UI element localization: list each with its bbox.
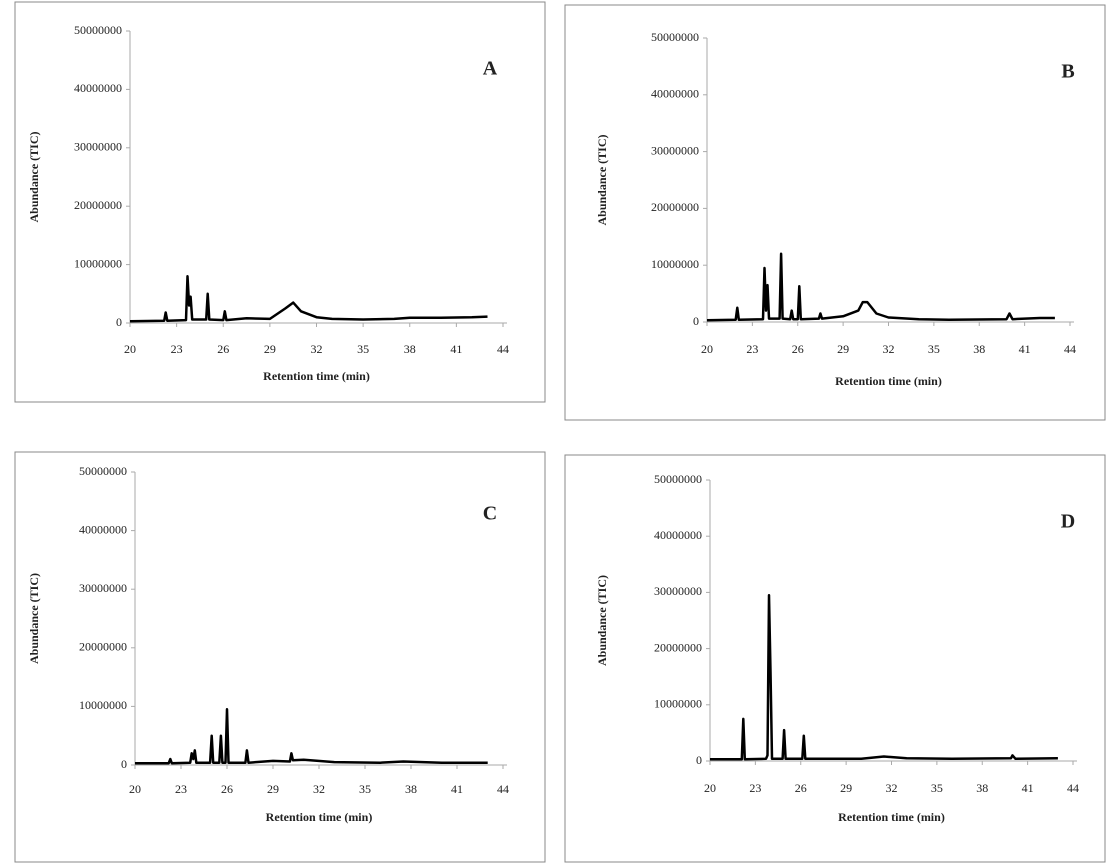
x-tick-label: 20 [124,342,136,356]
x-axis-title: Retention time (min) [263,369,370,383]
x-tick-label: 38 [405,782,417,796]
x-tick-label: 44 [1067,781,1079,795]
x-tick-label: 23 [171,342,183,356]
x-tick-label: 38 [404,342,416,356]
chromatogram-line [710,593,1058,761]
chromatogram-line [706,252,1055,322]
x-tick-label: 26 [221,782,233,796]
y-tick-label: 10000000 [79,698,127,712]
y-tick-label: 30000000 [74,140,122,154]
x-tick-label: 35 [931,781,943,795]
y-axis-title: Abundance (TIC) [27,131,41,222]
y-tick-label: 30000000 [79,581,127,595]
x-tick-label: 20 [129,782,141,796]
y-tick-label: 40000000 [74,81,122,95]
panel-label: C [483,503,497,525]
y-tick-label: 40000000 [79,522,127,536]
x-tick-label: 32 [886,781,898,795]
x-tick-label: 23 [746,342,758,356]
y-tick-label: 20000000 [651,200,699,214]
y-tick-label: 30000000 [654,584,702,598]
x-tick-label: 26 [217,342,229,356]
x-tick-label: 41 [1019,342,1031,356]
y-axis-title: Abundance (TIC) [27,573,41,664]
x-tick-label: 41 [450,342,462,356]
panel-frame [564,4,1106,421]
panel-frame [14,451,546,863]
x-tick-label: 23 [749,781,761,795]
y-tick-label: 50000000 [79,464,127,478]
y-tick-label: 20000000 [74,198,122,212]
x-tick-label: 20 [701,342,713,356]
x-tick-label: 44 [1064,342,1076,356]
x-tick-label: 32 [883,342,895,356]
x-tick-label: 26 [795,781,807,795]
x-tick-label: 26 [792,342,804,356]
x-tick-label: 32 [313,782,325,796]
y-tick-label: 10000000 [654,697,702,711]
panel-label: A [483,58,498,80]
x-tick-label: 35 [359,782,371,796]
x-tick-label: 41 [451,782,463,796]
y-tick-label: 0 [696,753,702,767]
x-tick-label: 29 [264,342,276,356]
x-tick-label: 29 [837,342,849,356]
y-tick-label: 10000000 [74,256,122,270]
x-tick-label: 29 [267,782,279,796]
y-tick-label: 0 [116,315,122,329]
y-tick-label: 50000000 [651,30,699,44]
panel-label: B [1061,61,1074,83]
x-axis-title: Retention time (min) [838,810,945,824]
y-tick-label: 30000000 [651,143,699,157]
x-tick-label: 41 [1022,781,1034,795]
x-tick-label: 38 [973,342,985,356]
x-tick-label: 32 [311,342,323,356]
y-axis-title: Abundance (TIC) [595,134,609,225]
x-tick-label: 35 [357,342,369,356]
chromatogram-line [135,708,488,765]
y-tick-label: 40000000 [651,87,699,101]
panel-frame [564,454,1106,863]
y-tick-label: 0 [121,757,127,771]
x-axis-title: Retention time (min) [835,374,942,388]
x-tick-label: 20 [704,781,716,795]
x-axis-title: Retention time (min) [266,810,373,824]
panel-frame [14,1,546,403]
x-tick-label: 44 [497,342,509,356]
chromatogram-line [129,275,488,323]
y-tick-label: 20000000 [654,640,702,654]
y-axis-title: Abundance (TIC) [595,575,609,666]
y-tick-label: 40000000 [654,528,702,542]
y-tick-label: 50000000 [654,472,702,486]
panel-label: D [1061,511,1075,533]
y-tick-label: 20000000 [79,640,127,654]
x-tick-label: 23 [175,782,187,796]
x-tick-label: 35 [928,342,940,356]
x-tick-label: 29 [840,781,852,795]
y-tick-label: 0 [693,314,699,328]
y-tick-label: 50000000 [74,23,122,37]
x-tick-label: 44 [497,782,509,796]
x-tick-label: 38 [976,781,988,795]
y-tick-label: 10000000 [651,257,699,271]
